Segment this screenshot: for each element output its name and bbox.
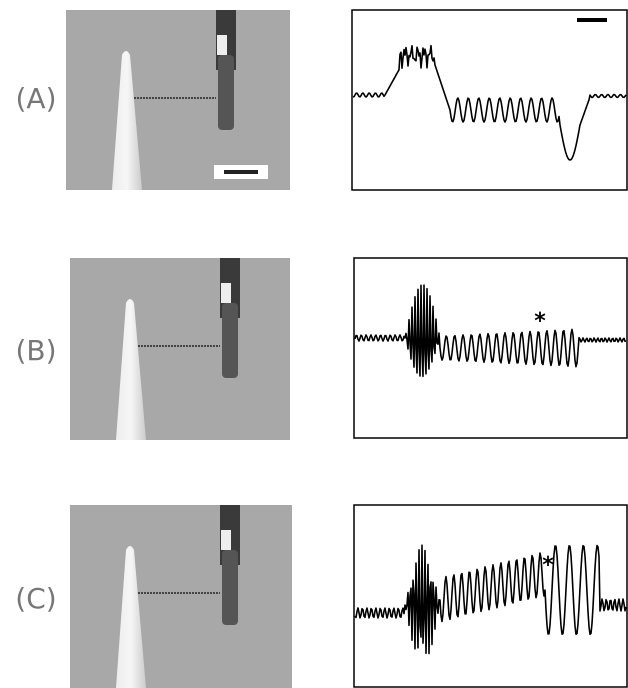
- photo-bg: [70, 258, 290, 440]
- trace-frame: [353, 504, 628, 688]
- scale-bar: [577, 18, 607, 22]
- electrode-highlight: [217, 35, 227, 55]
- signal-trace: [352, 44, 627, 161]
- electrode-highlight: [221, 530, 231, 550]
- photo: [70, 258, 290, 440]
- pipette: [112, 51, 142, 190]
- trace-frame: [353, 257, 628, 439]
- photo: [70, 505, 292, 688]
- pipette: [116, 299, 146, 440]
- pipette: [116, 546, 146, 688]
- scale-bar-inner: [224, 170, 258, 174]
- panel-label: (C): [15, 582, 56, 615]
- signal-trace: [354, 284, 627, 378]
- electrode-tip: [222, 550, 238, 625]
- electrode-tip: [222, 303, 238, 378]
- photo-bg: [66, 10, 290, 190]
- photo: [66, 10, 290, 190]
- trace-frame: [351, 9, 628, 191]
- panel-label: (A): [15, 82, 56, 115]
- photo-bg: [70, 505, 292, 688]
- annotation: *: [542, 553, 554, 578]
- panel-label: (B): [15, 334, 56, 367]
- electrode-tip: [218, 55, 234, 130]
- electrode-highlight: [221, 283, 231, 303]
- photos: [66, 10, 292, 688]
- annotation: *: [534, 309, 546, 334]
- signal-trace: [354, 544, 627, 655]
- traces: [351, 9, 628, 688]
